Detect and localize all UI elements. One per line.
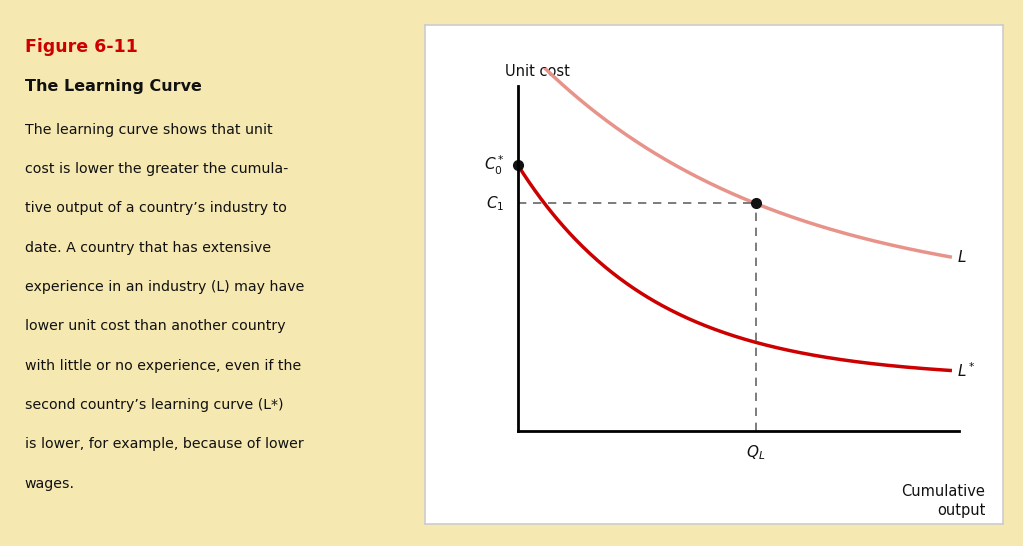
Text: Unit cost: Unit cost xyxy=(504,64,570,79)
Text: $L^*$: $L^*$ xyxy=(957,361,976,380)
Text: cost is lower the greater the cumula-: cost is lower the greater the cumula- xyxy=(25,162,288,176)
Text: wages.: wages. xyxy=(25,477,75,491)
Text: second country’s learning curve (L*): second country’s learning curve (L*) xyxy=(25,398,283,412)
Text: The learning curve shows that unit: The learning curve shows that unit xyxy=(25,123,272,137)
Text: $C_0^*$: $C_0^*$ xyxy=(484,153,504,176)
Text: $Q_L$: $Q_L$ xyxy=(746,443,765,462)
Text: lower unit cost than another country: lower unit cost than another country xyxy=(25,319,285,334)
Text: Cumulative
output: Cumulative output xyxy=(901,484,985,518)
Text: Figure 6-11: Figure 6-11 xyxy=(25,38,138,56)
Text: with little or no experience, even if the: with little or no experience, even if th… xyxy=(25,359,301,373)
Text: $L$: $L$ xyxy=(957,249,967,265)
Text: experience in an industry (L) may have: experience in an industry (L) may have xyxy=(25,280,304,294)
Text: $C_1$: $C_1$ xyxy=(487,194,504,213)
Text: date. A country that has extensive: date. A country that has extensive xyxy=(25,241,271,255)
Text: tive output of a country’s industry to: tive output of a country’s industry to xyxy=(25,201,286,216)
Text: is lower, for example, because of lower: is lower, for example, because of lower xyxy=(25,437,304,452)
Text: The Learning Curve: The Learning Curve xyxy=(25,79,202,94)
